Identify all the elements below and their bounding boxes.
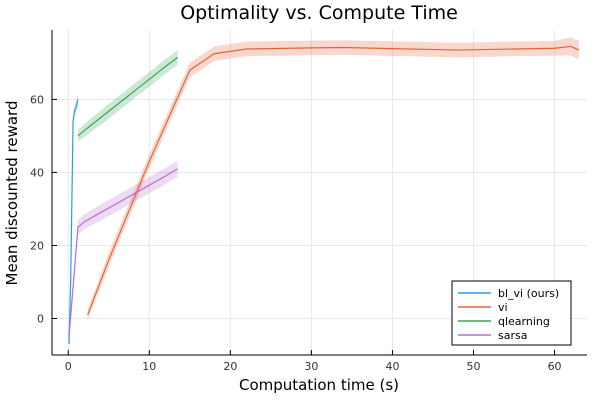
y-axis-label: Mean discounted reward: [3, 101, 21, 286]
x-tick-label: 20: [223, 360, 237, 373]
x-tick-label: 0: [65, 360, 72, 373]
y-tick-label: 20: [30, 239, 44, 252]
x-tick-label: 30: [304, 360, 318, 373]
legend-entry: qlearning: [498, 315, 550, 328]
x-tick-label: 60: [548, 360, 562, 373]
confidence-band: [69, 160, 178, 345]
legend-entry: vi: [498, 301, 508, 314]
x-tick-label: 40: [385, 360, 399, 373]
axes: 0 10 20 30 40 50 60 0 20 40 60: [30, 30, 587, 373]
series-line: [87, 45, 580, 316]
y-tick-label: 60: [30, 93, 44, 106]
chart-title: Optimality vs. Compute Time: [180, 2, 458, 24]
x-tick-label: 50: [467, 360, 481, 373]
legend-entry: bl_vi (ours): [498, 287, 559, 300]
x-tick-label: 10: [142, 360, 156, 373]
grid: [52, 30, 587, 355]
series-line: [77, 56, 179, 137]
series-lines: [68, 45, 580, 345]
y-tick-label: 0: [37, 312, 44, 325]
series-line: [68, 168, 178, 337]
y-tick-label: 40: [30, 166, 44, 179]
legend-entry: sarsa: [498, 329, 527, 342]
series-line: [68, 99, 79, 345]
x-axis-label: Computation time (s): [239, 376, 399, 394]
